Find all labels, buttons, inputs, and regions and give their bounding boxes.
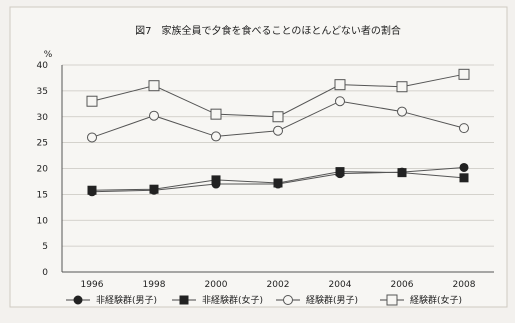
data-point: [211, 131, 221, 142]
x-tick-label: 1996: [81, 280, 104, 290]
legend: 非経験群(男子) 非経験群(女子) 経験群(男子) 経験群(女子): [66, 294, 462, 306]
y-axis-unit-label: %: [44, 50, 53, 60]
data-point: [397, 106, 407, 117]
legend-marker: [386, 294, 398, 306]
data-point: [459, 162, 469, 172]
data-point: [211, 175, 221, 185]
data-point: [273, 125, 283, 136]
chart-title: 図7 家族全員で夕食を食べることのほとんどない者の割合: [135, 24, 401, 37]
legend-label: 経験群(男子): [306, 294, 358, 306]
y-tick-label: 10: [37, 216, 49, 226]
y-tick-label: 25: [37, 139, 48, 149]
legend-entry: 非経験群(男子): [66, 294, 157, 306]
data-point: [149, 184, 159, 194]
legend-entry: 経験群(女子): [380, 294, 462, 306]
y-tick-label: 15: [37, 190, 48, 200]
series-4: [86, 68, 470, 123]
data-point: [458, 68, 470, 80]
data-point: [335, 96, 345, 107]
x-tick-labels: 1996 1998 2000 2002 2004 2006 2008: [81, 280, 476, 290]
data-point: [272, 111, 284, 123]
data-point: [148, 80, 160, 92]
data-point: [86, 95, 98, 107]
axes: [61, 65, 494, 273]
y-tick-label: 35: [37, 87, 48, 97]
x-tick-label: 2000: [205, 280, 228, 290]
legend-marker: [73, 295, 83, 305]
y-tick-labels: 0 5 10 15 20 25 30 35 40: [37, 61, 49, 278]
x-tick-label: 1998: [143, 280, 166, 290]
data-point: [149, 110, 159, 121]
series-2: [87, 167, 469, 195]
y-tick-label: 20: [37, 165, 49, 175]
y-tick-label: 30: [37, 113, 49, 123]
series-3: [87, 96, 469, 143]
y-tick-label: 5: [42, 242, 48, 252]
data-point: [397, 168, 407, 178]
data-point: [87, 185, 97, 195]
data-point: [273, 178, 283, 188]
legend-marker: [283, 295, 293, 305]
data-series: [86, 68, 470, 197]
x-tick-label: 2008: [453, 280, 476, 290]
data-point: [334, 79, 346, 91]
chart-frame: [9, 6, 508, 308]
data-point: [396, 81, 408, 93]
legend-label: 経験群(女子): [410, 294, 462, 306]
legend-label: 非経験群(男子): [96, 294, 157, 306]
x-tick-label: 2002: [267, 280, 290, 290]
data-point: [210, 108, 222, 120]
x-tick-label: 2004: [329, 280, 352, 290]
y-tick-label: 40: [37, 61, 49, 71]
legend-entry: 非経験群(女子): [172, 294, 263, 306]
legend-label: 非経験群(女子): [202, 294, 263, 306]
data-point: [335, 167, 345, 177]
legend-entry: 経験群(男子): [276, 294, 358, 306]
x-tick-label: 2006: [391, 280, 414, 290]
data-point: [87, 132, 97, 143]
y-tick-label: 0: [42, 268, 48, 278]
data-point: [459, 173, 469, 183]
legend-marker: [179, 295, 189, 305]
data-point: [459, 123, 469, 134]
